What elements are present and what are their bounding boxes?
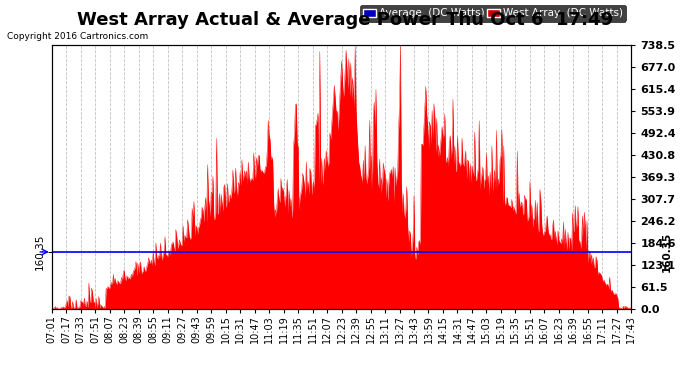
Text: 160.35: 160.35 xyxy=(662,232,672,272)
Legend: Average  (DC Watts), West Array  (DC Watts): Average (DC Watts), West Array (DC Watts… xyxy=(360,5,626,21)
Text: West Array Actual & Average Power Thu Oct 6  17:49: West Array Actual & Average Power Thu Oc… xyxy=(77,11,613,29)
Text: Copyright 2016 Cartronics.com: Copyright 2016 Cartronics.com xyxy=(7,32,148,41)
